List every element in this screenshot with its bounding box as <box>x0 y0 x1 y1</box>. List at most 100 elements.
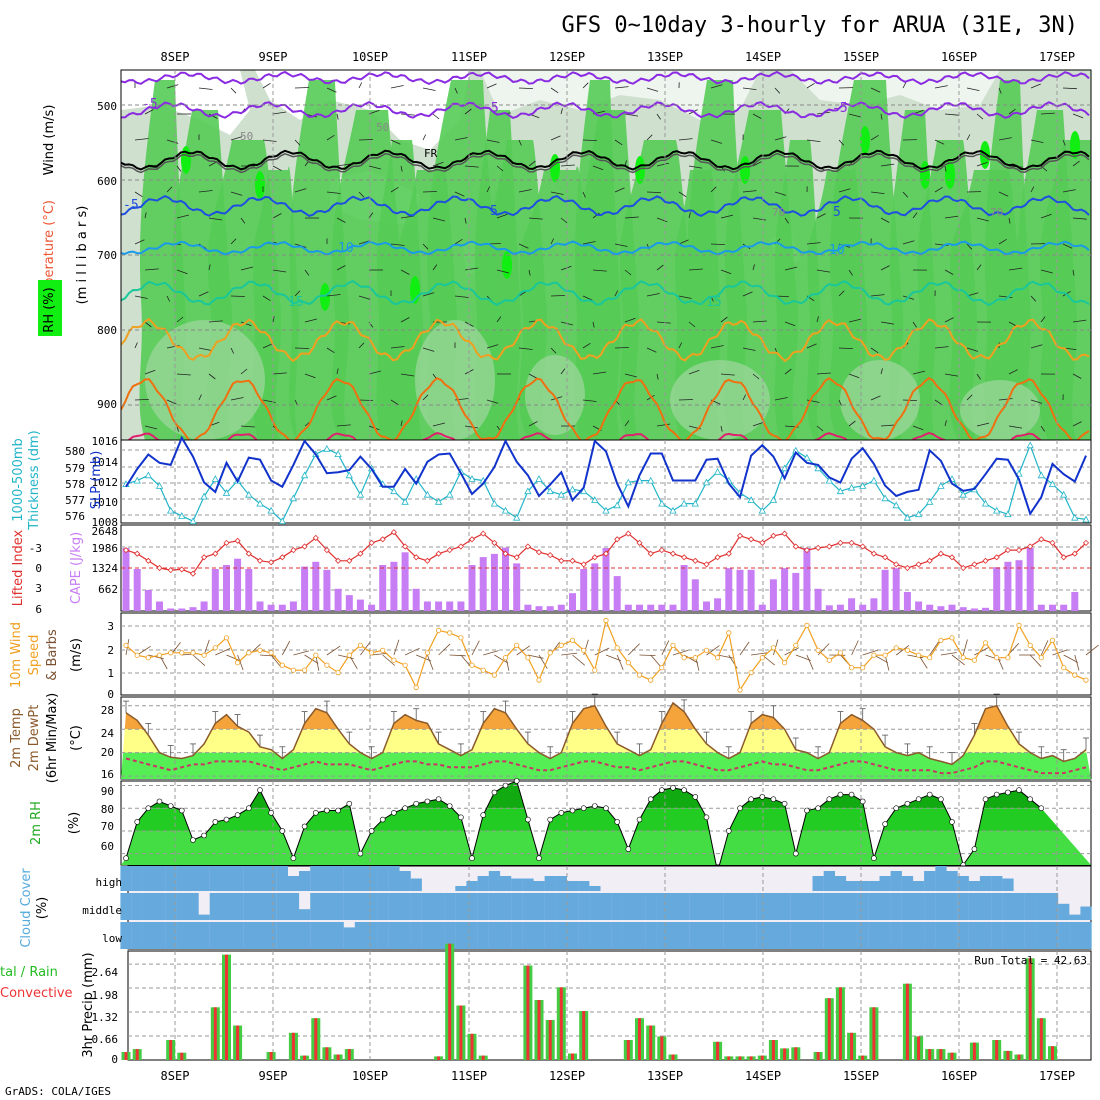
wind-barb <box>720 214 734 219</box>
wind-barb <box>848 373 860 379</box>
rh-dry-patch <box>790 70 1000 110</box>
thickness-marker <box>658 499 666 507</box>
wind-barb <box>880 368 883 375</box>
cloud-bar-high <box>533 881 545 891</box>
thickness-marker <box>1037 471 1045 479</box>
wind-barb <box>1040 425 1045 432</box>
wind-barb <box>720 425 723 432</box>
upper-tick-label: 500 <box>97 100 117 113</box>
wind-barb <box>326 87 337 93</box>
wind-barb <box>816 213 826 219</box>
wind-marker <box>882 652 888 658</box>
cape-bar <box>959 607 967 611</box>
wind-barb <box>774 191 787 196</box>
cape-bar <box>546 606 554 611</box>
wind-barb <box>742 190 757 193</box>
upper-tick-label: 800 <box>97 324 117 337</box>
cloud-bar-middle <box>678 893 690 920</box>
cape-bar <box>703 601 710 611</box>
wind-barb <box>742 291 753 297</box>
cape-bar <box>245 569 253 611</box>
wind-barb <box>464 217 467 224</box>
wind-barb <box>614 243 628 247</box>
wind-barb <box>1030 399 1043 404</box>
wind-barb <box>464 165 479 168</box>
wind-barb-10m <box>281 640 291 656</box>
wind-barb <box>976 217 989 222</box>
cape-bar <box>636 604 643 611</box>
wind-barb-10m <box>404 647 420 656</box>
cloud-bar-low <box>622 922 634 949</box>
wind-barb <box>1030 186 1035 193</box>
wind-barb <box>1072 319 1087 323</box>
cloud-bar-high <box>488 871 501 891</box>
cloud-bar-low <box>220 922 233 949</box>
precip-bar-convective <box>548 1020 552 1060</box>
wind-barb <box>496 316 502 323</box>
rh-marker <box>346 800 353 807</box>
thickness-marker <box>1071 513 1079 521</box>
wind-barb <box>528 217 543 220</box>
wind-barb-10m <box>594 647 610 656</box>
rh-core <box>920 161 930 189</box>
cloud-bar-low <box>377 922 389 949</box>
cape-bar <box>122 548 130 611</box>
cloud-bar-low <box>779 922 791 949</box>
precip-bar-convective <box>649 1025 653 1060</box>
thickness-marker <box>167 506 175 514</box>
cloud-bar-low <box>600 922 612 949</box>
wind-barb <box>710 186 717 193</box>
precip-bar-convective <box>481 1055 485 1060</box>
cloud-bar-middle <box>377 893 389 920</box>
wind-barb <box>784 368 792 375</box>
wind-marker <box>915 652 922 658</box>
wind-barb-10m <box>650 654 662 668</box>
thickness-marker <box>680 499 688 507</box>
cloud-bar-high <box>511 878 523 891</box>
cloud-bar-middle <box>310 893 322 920</box>
date-label-top: 12SEP <box>549 50 585 64</box>
wind-marker <box>201 652 207 658</box>
rh-marker <box>815 805 821 812</box>
contour-label: 15 <box>706 295 722 310</box>
temp-tick-label: 16 <box>101 768 114 781</box>
cloud-bar-low <box>477 922 489 949</box>
cloud-bar-low <box>131 922 143 949</box>
wind-barb <box>336 265 346 271</box>
wind-barb <box>912 425 924 431</box>
li-marker <box>982 557 989 564</box>
date-label-top: 9SEP <box>259 50 288 64</box>
contour-label: 10 <box>829 243 845 258</box>
rh-marker <box>435 796 442 803</box>
rh-marker <box>770 796 777 803</box>
cloud-bar-middle <box>555 893 567 920</box>
wind-barb-10m <box>270 654 282 668</box>
cloud-bar-middle <box>1024 893 1036 920</box>
wind-barb <box>976 373 981 380</box>
contour-label: 70 <box>772 206 785 219</box>
wind-barb <box>848 420 856 427</box>
wind-barb <box>1040 112 1055 115</box>
cape-bar <box>435 601 443 611</box>
thickness-marker <box>490 499 499 507</box>
li-marker <box>870 550 877 557</box>
wind-barb <box>230 238 237 245</box>
rh-core <box>181 146 191 174</box>
cloud-bar-middle <box>343 893 355 920</box>
wind-barb <box>998 87 1002 94</box>
wind-barb <box>518 87 533 89</box>
upper-ylabel-wind: Wind (m/s) <box>42 105 57 176</box>
cloud-bars <box>120 866 1092 949</box>
wind-barb <box>912 212 918 219</box>
rh-marker <box>580 805 587 812</box>
wind-barb <box>806 343 817 349</box>
precip-bars <box>121 943 1057 1061</box>
cloud-bar-middle <box>533 893 545 920</box>
wind-barb <box>966 394 973 401</box>
precip-bar-convective <box>939 1049 943 1060</box>
li-marker <box>1038 536 1045 543</box>
wind-barb <box>358 82 363 89</box>
cape-bar <box>803 548 811 611</box>
wind-barb-10m <box>416 654 432 662</box>
freezing-level-line <box>121 149 1090 171</box>
